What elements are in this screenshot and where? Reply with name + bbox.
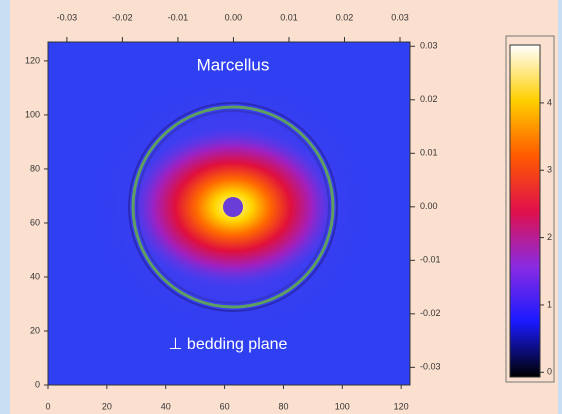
detector-image [48,42,410,385]
x2-tick-label: -0.01 [168,12,189,22]
y2-tick-label: 0.00 [420,201,438,211]
x2-tick-label: -0.03 [57,12,78,22]
y2-tick-label: -0.02 [420,308,441,318]
colorbar [509,44,541,378]
x-tick-label: 100 [335,401,350,411]
x-tick-label: 60 [220,401,230,411]
x-tick-label: 40 [161,401,171,411]
colorbar-tick-label: 0 [547,367,552,377]
x2-tick-label: 0.03 [391,12,409,22]
colorbar-tick-label: 4 [547,97,552,107]
x2-tick-label: 0.00 [225,12,243,22]
x-tick-label: 20 [102,401,112,411]
y-tick-label: 80 [30,163,40,173]
y-tick-label: 20 [30,325,40,335]
y2-tick-label: 0.02 [420,94,438,104]
annotation: Marcellus [197,55,270,74]
x-tick-label: 80 [278,401,288,411]
colorbar-tick-label: 3 [547,165,552,175]
y2-tick-label: -0.01 [420,255,441,265]
plot-frame [47,41,411,386]
colorbar-tick-label: 2 [547,232,552,242]
y-tick-label: 0 [35,379,40,389]
colorbar-tick-label: 1 [547,299,552,309]
x2-tick-label: -0.02 [112,12,133,22]
y2-tick-label: 0.03 [420,41,438,51]
colorbar-frame [505,35,555,383]
y-tick-label: 120 [25,55,40,65]
x-tick-label: 120 [394,401,409,411]
x-tick-label: 0 [45,401,50,411]
y-tick-label: 40 [30,271,40,281]
y-tick-label: 60 [30,217,40,227]
y2-tick-label: -0.03 [420,362,441,372]
x2-tick-label: 0.02 [336,12,354,22]
annotation: ⊥ bedding plane [169,336,288,353]
x2-tick-label: 0.01 [280,12,298,22]
y2-tick-label: 0.01 [420,148,438,158]
y-tick-label: 100 [25,109,40,119]
